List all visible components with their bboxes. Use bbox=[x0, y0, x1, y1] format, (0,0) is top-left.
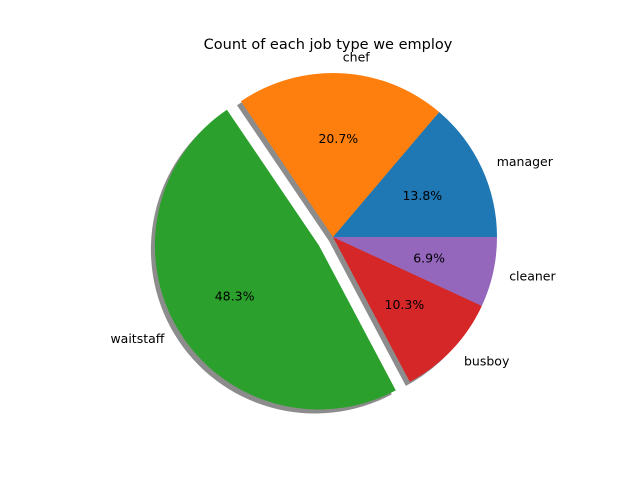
percent-label-chef: 20.7% bbox=[318, 131, 358, 146]
pie-slice-busboy bbox=[333, 237, 482, 382]
percent-label-waitstaff: 48.3% bbox=[215, 289, 255, 304]
slice-label-manager: manager bbox=[497, 154, 554, 169]
pie-slice-cleaner bbox=[333, 237, 497, 306]
slice-labels: manager chef waitstaff busboy cleaner bbox=[110, 49, 556, 368]
slice-label-chef: chef bbox=[343, 49, 370, 64]
pie-slice-manager bbox=[333, 112, 497, 237]
slice-label-busboy: busboy bbox=[464, 354, 510, 369]
pie-slices bbox=[154, 73, 497, 410]
percent-label-busboy: 10.3% bbox=[385, 297, 425, 312]
chart-title: Count of each job type we employ bbox=[204, 37, 453, 53]
slice-label-waitstaff: waitstaff bbox=[110, 331, 164, 346]
pie-slice-chef bbox=[240, 73, 440, 237]
percent-label-manager: 13.8% bbox=[402, 188, 442, 203]
pie-slice-waitstaff bbox=[154, 109, 396, 410]
percent-label-cleaner: 6.9% bbox=[413, 251, 445, 266]
slice-label-cleaner: cleaner bbox=[509, 268, 556, 283]
percent-labels: 13.8% 20.7% 48.3% 10.3% 6.9% bbox=[215, 131, 445, 312]
